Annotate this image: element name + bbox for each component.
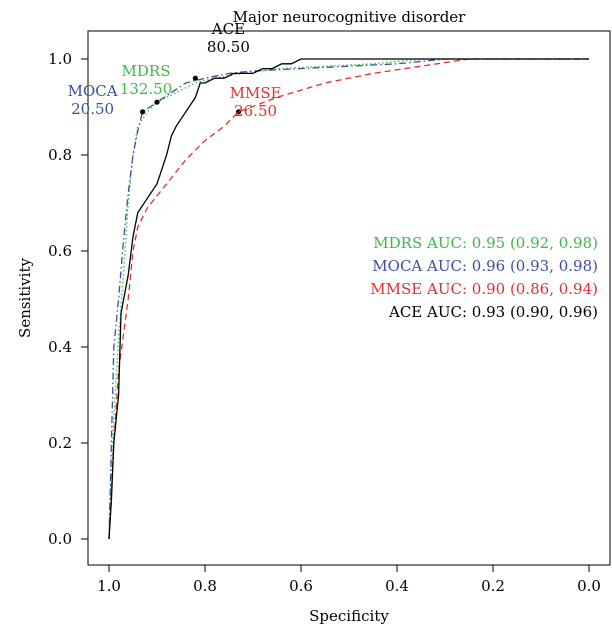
plot-frame	[87, 30, 611, 566]
threshold-label-mmse: MMSE	[230, 84, 282, 102]
auc-legend-moca: MOCA AUC: 0.96 (0.93, 0.98)	[372, 257, 598, 275]
threshold-value-mdrs: 132.50	[120, 80, 173, 98]
series-line-moca	[108, 58, 589, 540]
y-tick-label: 0.2	[48, 434, 72, 452]
threshold-label-mdrs: MDRS	[122, 62, 171, 80]
y-tick-label: 0.6	[48, 242, 72, 260]
threshold-value-mmse: 26.50	[234, 102, 277, 120]
threshold-value-ace: 80.50	[207, 38, 250, 56]
y-tick-label: 0.0	[48, 530, 72, 548]
x-axis-label: Specificity	[309, 607, 389, 625]
threshold-label-moca: MOCA	[68, 82, 118, 100]
series-layer	[108, 58, 589, 540]
auc-legend-ace: ACE AUC: 0.93 (0.90, 0.96)	[388, 303, 598, 321]
x-tick-label: 0.8	[193, 577, 217, 595]
y-tick-label: 0.4	[48, 338, 72, 356]
auc-legend-mmse: MMSE AUC: 0.90 (0.86, 0.94)	[370, 280, 598, 298]
x-tick-label: 0.2	[481, 577, 505, 595]
x-axis: 1.0 0.8 0.6 0.4 0.2 0.0	[97, 565, 601, 595]
y-axis-label: Sensitivity	[16, 258, 34, 338]
series-line-ace	[108, 58, 589, 540]
y-tick-label: 1.0	[48, 50, 72, 68]
auc-legend-mdrs: MDRS AUC: 0.95 (0.92, 0.98)	[373, 234, 598, 252]
threshold-label-ace: ACE	[211, 20, 245, 38]
y-tick-label: 0.8	[48, 146, 72, 164]
x-tick-label: 0.0	[577, 577, 601, 595]
chart-title: Major neurocognitive disorder	[233, 8, 467, 26]
threshold-point-moca	[140, 109, 146, 115]
threshold-value-moca: 20.50	[71, 100, 114, 118]
series-line-mmse	[108, 58, 589, 540]
x-tick-label: 1.0	[97, 577, 121, 595]
series-line-mdrs	[108, 58, 589, 540]
x-tick-label: 0.4	[385, 577, 409, 595]
x-tick-label: 0.6	[289, 577, 313, 595]
threshold-point-mdrs	[154, 99, 160, 105]
threshold-point-mmse	[236, 109, 242, 115]
auc-legend: MDRS AUC: 0.95 (0.92, 0.98) MOCA AUC: 0.9…	[370, 234, 598, 321]
y-axis: 0.0 0.2 0.4 0.6 0.8 1.0	[48, 50, 88, 548]
threshold-point-ace	[192, 75, 198, 81]
